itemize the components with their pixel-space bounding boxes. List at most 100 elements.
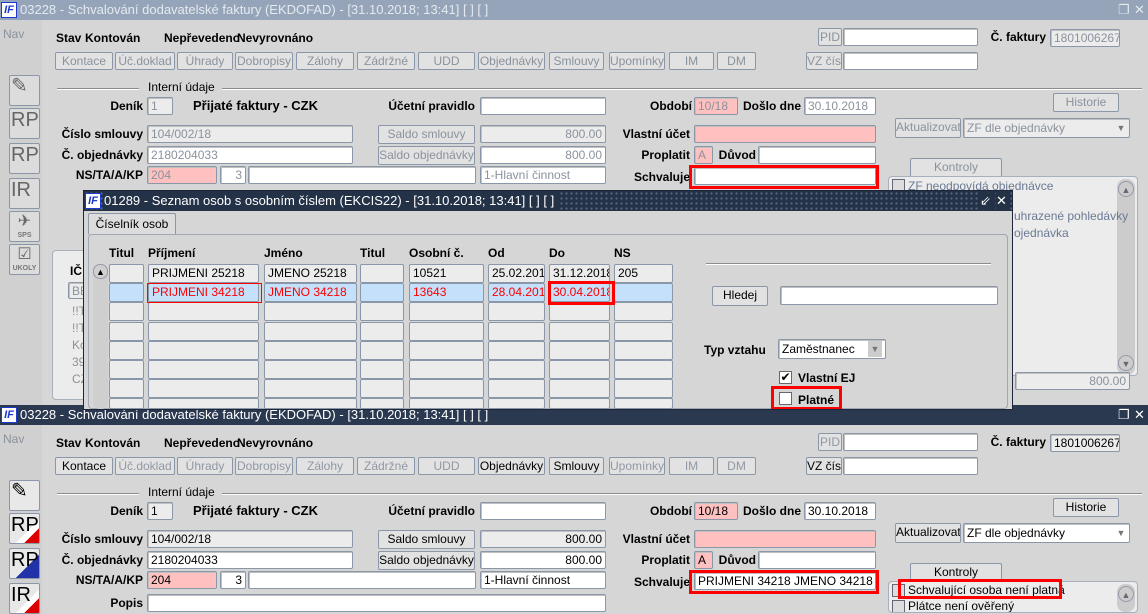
table-cell[interactable] <box>614 360 673 379</box>
kontroly-checkbox[interactable] <box>892 600 905 612</box>
table-cell[interactable] <box>109 302 144 322</box>
table-cell[interactable] <box>109 398 144 409</box>
table-cell[interactable] <box>109 283 144 303</box>
button-zdrn[interactable]: Zádržné <box>357 457 415 475</box>
table-cell[interactable] <box>264 302 357 322</box>
rp-cz-icon[interactable]: RP <box>9 513 40 544</box>
chevron-down-icon[interactable]: ▼ <box>1116 528 1126 538</box>
kontroly-tab[interactable]: Kontroly <box>910 563 1002 582</box>
c-objednavky-input[interactable]: 2180204033 <box>147 146 353 164</box>
table-cell[interactable] <box>360 302 404 322</box>
obdobi-input[interactable]: 10/18 <box>694 502 738 520</box>
table-cell[interactable]: 10521 <box>409 264 484 283</box>
proplatit-input[interactable]: A <box>694 146 713 164</box>
vlastni-ucet-input[interactable] <box>694 530 876 548</box>
button-doklad[interactable]: Úč.doklad <box>115 457 175 475</box>
button-smlouvy[interactable]: Smlouvy <box>549 52 604 70</box>
table-cell[interactable] <box>614 379 673 399</box>
duvod-input[interactable] <box>758 551 876 569</box>
table-cell[interactable] <box>264 360 357 379</box>
table-cell[interactable] <box>109 340 144 360</box>
table-row[interactable] <box>109 302 764 322</box>
button-zdrn[interactable]: Zádržné <box>357 52 415 70</box>
table-cell[interactable] <box>549 340 610 360</box>
table-cell[interactable] <box>549 321 610 341</box>
ir-cz-icon[interactable]: IR <box>9 583 40 614</box>
table-cell[interactable] <box>614 283 673 303</box>
button-zlohy[interactable]: Zálohy <box>296 457 354 475</box>
close-icon[interactable]: ✕ <box>996 191 1010 211</box>
button-zlohy[interactable]: Zálohy <box>296 52 354 70</box>
platne-checkbox[interactable] <box>779 392 792 405</box>
table-cell[interactable] <box>360 321 404 341</box>
ta-input[interactable]: 3 <box>220 166 246 184</box>
table-cell[interactable] <box>360 283 404 303</box>
scroll-down-icon[interactable]: ▼ <box>1118 355 1134 371</box>
table-cell[interactable] <box>148 398 259 409</box>
table-cell[interactable] <box>360 360 404 379</box>
table-cell[interactable] <box>488 360 545 379</box>
table-cell[interactable] <box>109 379 144 399</box>
table-cell[interactable] <box>148 321 259 341</box>
button-im[interactable]: IM <box>669 52 714 70</box>
table-row[interactable] <box>109 321 764 341</box>
c-objednavky-input[interactable]: 2180204033 <box>147 551 353 569</box>
scroll-up-icon[interactable]: ▲ <box>1118 586 1134 602</box>
table-cell[interactable] <box>614 302 673 322</box>
grid-scrollbar[interactable] <box>93 264 108 409</box>
table-cell[interactable] <box>148 360 259 379</box>
button-udd[interactable]: UDD <box>418 52 475 70</box>
duvod-input[interactable] <box>758 146 876 164</box>
table-cell[interactable] <box>488 398 545 409</box>
rp-cz-icon[interactable]: RP <box>9 108 40 139</box>
table-cell[interactable]: 205 <box>614 264 673 283</box>
table-cell[interactable] <box>488 321 545 341</box>
button-kontace[interactable]: Kontace <box>55 457 113 475</box>
ucetni-pravidlo-input[interactable] <box>480 502 606 520</box>
table-row[interactable] <box>109 379 764 399</box>
historie-button[interactable]: Historie <box>1053 498 1119 517</box>
aktualizovat-button[interactable]: Aktualizovat <box>895 523 961 543</box>
restore-icon[interactable]: ❐ <box>1118 407 1130 422</box>
hledej-button[interactable]: Hledej <box>712 286 768 306</box>
saldo-smlouvy-button[interactable]: Saldo smlouvy <box>378 125 475 144</box>
table-cell[interactable] <box>264 379 357 399</box>
table-cell[interactable] <box>549 379 610 399</box>
ta-input[interactable]: 3 <box>220 571 246 589</box>
doslo-dne-input[interactable]: 30.10.2018 <box>804 502 876 520</box>
proplatit-input[interactable]: A <box>694 551 713 569</box>
edit-icon[interactable]: ✎ <box>9 480 40 511</box>
button-udd[interactable]: UDD <box>418 457 475 475</box>
kontroly-tab[interactable]: Kontroly <box>910 158 1002 177</box>
ns-input[interactable]: 204 <box>147 166 217 184</box>
table-cell[interactable] <box>109 264 144 283</box>
table-cell[interactable] <box>264 340 357 360</box>
close-icon[interactable]: ✕ <box>1134 2 1145 17</box>
saldo-objednavky-button[interactable]: Saldo objednávky <box>378 146 475 165</box>
cislo-smlouvy-input[interactable]: 104/002/18 <box>147 530 353 548</box>
popis-input[interactable] <box>147 594 606 612</box>
scroll-up-icon[interactable]: ▲ <box>1118 181 1134 197</box>
saldo-objednavky-button[interactable]: Saldo objednávky <box>378 551 475 570</box>
kp-input[interactable]: 1-Hlavní činnost <box>480 166 606 184</box>
vz-cislo-input[interactable] <box>843 52 978 70</box>
table-cell[interactable]: 28.04.2018 <box>488 283 545 303</box>
table-cell[interactable] <box>148 302 259 322</box>
minimize-icon[interactable]: ⇙ <box>980 191 994 211</box>
button-dm[interactable]: DM <box>717 457 756 475</box>
nav-radio[interactable]: Nav <box>3 432 25 446</box>
button-upomnky[interactable]: Upomínky <box>609 52 665 70</box>
vlastni-ucet-input[interactable] <box>694 125 876 143</box>
vz-cislo-button[interactable]: VZ číslo <box>806 457 842 475</box>
typ-vztahu-select[interactable]: Zaměstnanec ▼ <box>778 339 886 359</box>
button-dobropisy[interactable]: Dobropisy <box>235 52 293 70</box>
chevron-down-icon[interactable]: ▼ <box>868 341 882 357</box>
table-cell[interactable] <box>614 321 673 341</box>
table-cell[interactable] <box>148 340 259 360</box>
table-cell[interactable] <box>409 321 484 341</box>
vlastni-ej-checkbox[interactable]: ✔ <box>779 371 792 384</box>
table-cell[interactable] <box>264 398 357 409</box>
hledej-input[interactable] <box>780 286 998 305</box>
cislo-smlouvy-input[interactable]: 104/002/18 <box>147 125 353 143</box>
